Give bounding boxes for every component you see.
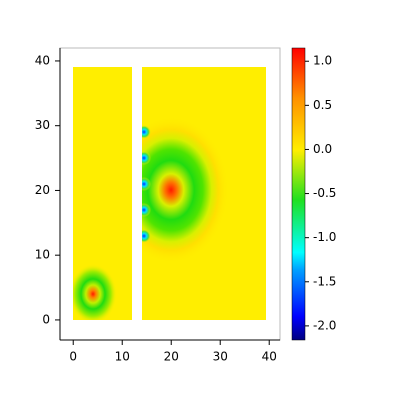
y-tick-label: 40 [35, 53, 50, 67]
colorbar-tick-label: 0.5 [313, 98, 332, 112]
y-tick-label: 30 [35, 118, 50, 132]
colorbar-tick-label: 1.0 [313, 54, 332, 68]
x-tick-label: 0 [69, 350, 77, 364]
field-left [73, 67, 132, 320]
x-tick-label: 40 [262, 350, 277, 364]
colorbar-tick-label: -1.0 [313, 230, 336, 244]
y-tick-label: 10 [35, 248, 50, 262]
colorbar-tick-label: -0.5 [313, 186, 336, 200]
x-tick-label: 30 [213, 350, 228, 364]
y-tick-label: 20 [35, 183, 50, 197]
colorbar-tick-label: 0.0 [313, 142, 332, 156]
y-tick-label: 0 [42, 312, 50, 326]
x-tick-label: 10 [115, 350, 130, 364]
field-right [142, 67, 266, 320]
colorbar-tick-label: -1.5 [313, 274, 336, 288]
colorbar [291, 47, 306, 341]
x-tick-label: 20 [164, 350, 179, 364]
colorbar-tick-label: -2.0 [313, 318, 336, 332]
